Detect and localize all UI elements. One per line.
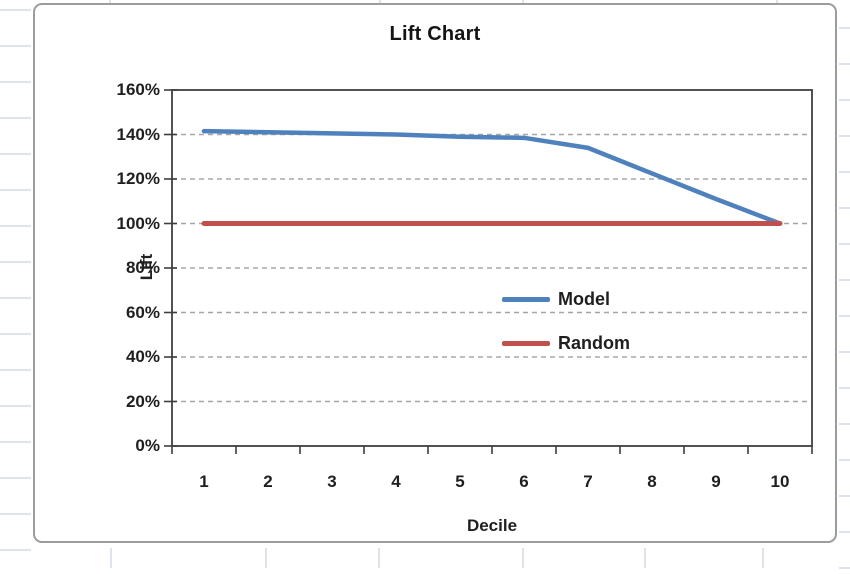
- x-tick-label: 10: [770, 472, 790, 491]
- x-tick-label: 1: [199, 472, 209, 491]
- y-tick-label: 60%: [125, 302, 160, 322]
- chart-area[interactable]: Lift Chart 160% 140% 120% 100% 80% 60% 40% 20% 0…: [33, 3, 837, 543]
- legend-label-model: Model: [558, 289, 610, 309]
- x-tick-label: 9: [711, 472, 721, 491]
- y-tick-label: 20%: [125, 391, 160, 411]
- legend-item-model[interactable]: Model: [502, 288, 630, 310]
- plot-canvas: [164, 89, 813, 454]
- y-tick-label: 120%: [116, 169, 160, 188]
- y-tick-label: 40%: [125, 347, 160, 366]
- x-tick-label: 4: [391, 472, 401, 491]
- chart-title: Lift Chart: [389, 23, 481, 45]
- x-tick-label: 2: [263, 472, 273, 491]
- legend-label-random: Random: [558, 333, 630, 353]
- y-tick-label: 160%: [116, 80, 160, 99]
- x-tick-label: 8: [647, 472, 657, 491]
- x-tick-label: 7: [583, 472, 593, 491]
- x-tick-label: 6: [519, 472, 529, 491]
- random-line-swatch: [502, 340, 550, 346]
- y-tick-label: 80%: [125, 258, 160, 277]
- legend-item-random[interactable]: Random: [502, 332, 630, 354]
- y-tick-label: 100%: [116, 213, 160, 233]
- model-series-line[interactable]: [201, 128, 783, 226]
- y-axis-title: Lift: [137, 253, 156, 281]
- model-line-swatch: [502, 296, 550, 302]
- legend[interactable]: Model Random: [502, 288, 630, 376]
- x-axis-title: Decile: [466, 516, 518, 535]
- x-tick-label: 3: [327, 472, 337, 491]
- y-tick-label: 140%: [116, 124, 160, 144]
- x-tick-label: 5: [455, 472, 465, 491]
- plot-border: [171, 89, 813, 447]
- y-tick-label: 0%: [135, 436, 160, 455]
